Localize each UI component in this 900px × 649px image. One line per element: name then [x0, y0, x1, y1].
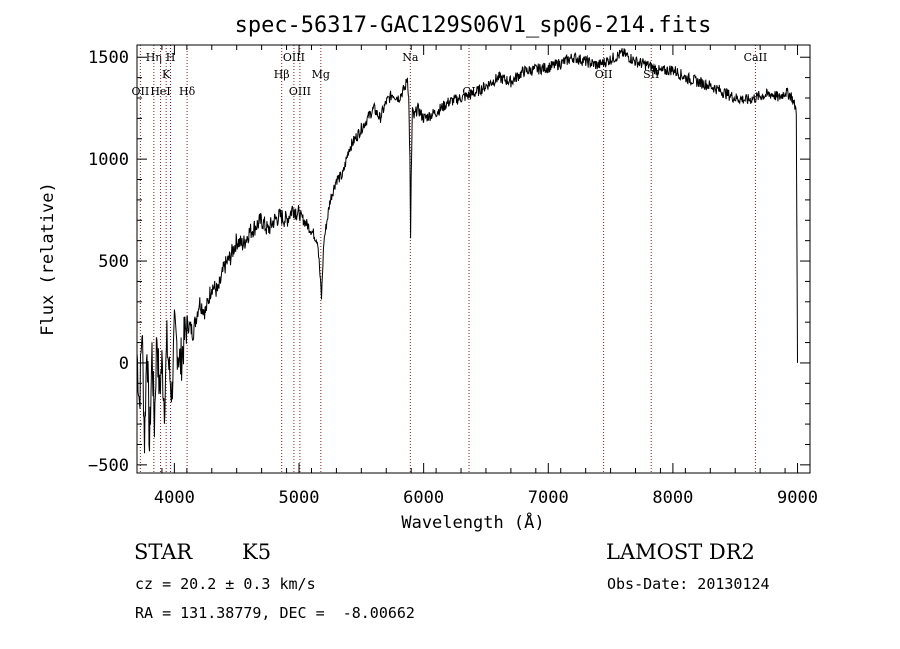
spectral-line-label: OIII	[289, 85, 311, 98]
redshift-text: cz = 20.2 ± 0.3 km/s	[135, 575, 316, 593]
spectral-line-label: OII	[595, 68, 613, 81]
spectral-line-label: Na	[402, 51, 419, 64]
spectral-line-label: K	[162, 68, 171, 81]
x-tick-label: 8000	[652, 488, 693, 508]
spectral-line-label: CaII	[744, 51, 768, 64]
spectral-line-label: SII	[643, 68, 659, 81]
y-tick-label: 1500	[88, 48, 129, 68]
x-tick-label: 5000	[279, 488, 320, 508]
spectral-line-label: Hβ	[274, 68, 290, 81]
object-class: STAR	[134, 540, 193, 564]
spectral-line-label: Hη	[146, 51, 162, 64]
y-tick-label: −500	[88, 456, 129, 476]
y-tick-label: 0	[119, 354, 129, 374]
chart-title: spec-56317-GAC129S06V1_sp06-214.fits	[235, 13, 712, 38]
object-subclass: K5	[242, 540, 272, 564]
spectral-line-label: H	[166, 51, 176, 64]
x-tick-label: 6000	[403, 488, 444, 508]
coordinates-text: RA = 131.38779, DEC = -8.00662	[135, 604, 415, 622]
x-tick-label: 9000	[777, 488, 818, 508]
obs-date-text: Obs-Date: 20130124	[607, 575, 770, 593]
axis-ticks: 4000 5000 6000 7000 8000 9000 −500 0 500 1000 1500	[88, 45, 818, 508]
spectral-line-label: OII	[132, 85, 150, 98]
survey-label: LAMOST DR2	[606, 540, 755, 564]
plot-frame	[136, 44, 811, 474]
x-tick-label: 7000	[528, 488, 569, 508]
spectral-line-label: Hδ	[179, 85, 196, 98]
y-axis-label: Flux (relative)	[38, 182, 58, 336]
spectral-line-label: HeI	[150, 85, 170, 98]
y-tick-label: 1000	[88, 150, 129, 170]
y-tick-label: 500	[98, 252, 129, 272]
x-axis-label: Wavelength (Å)	[401, 511, 544, 533]
spectrum-series-line	[136, 48, 798, 454]
spectral-line-label: Mg	[312, 68, 330, 81]
x-tick-label: 4000	[154, 488, 195, 508]
spectral-line-label: OIII	[283, 51, 305, 64]
